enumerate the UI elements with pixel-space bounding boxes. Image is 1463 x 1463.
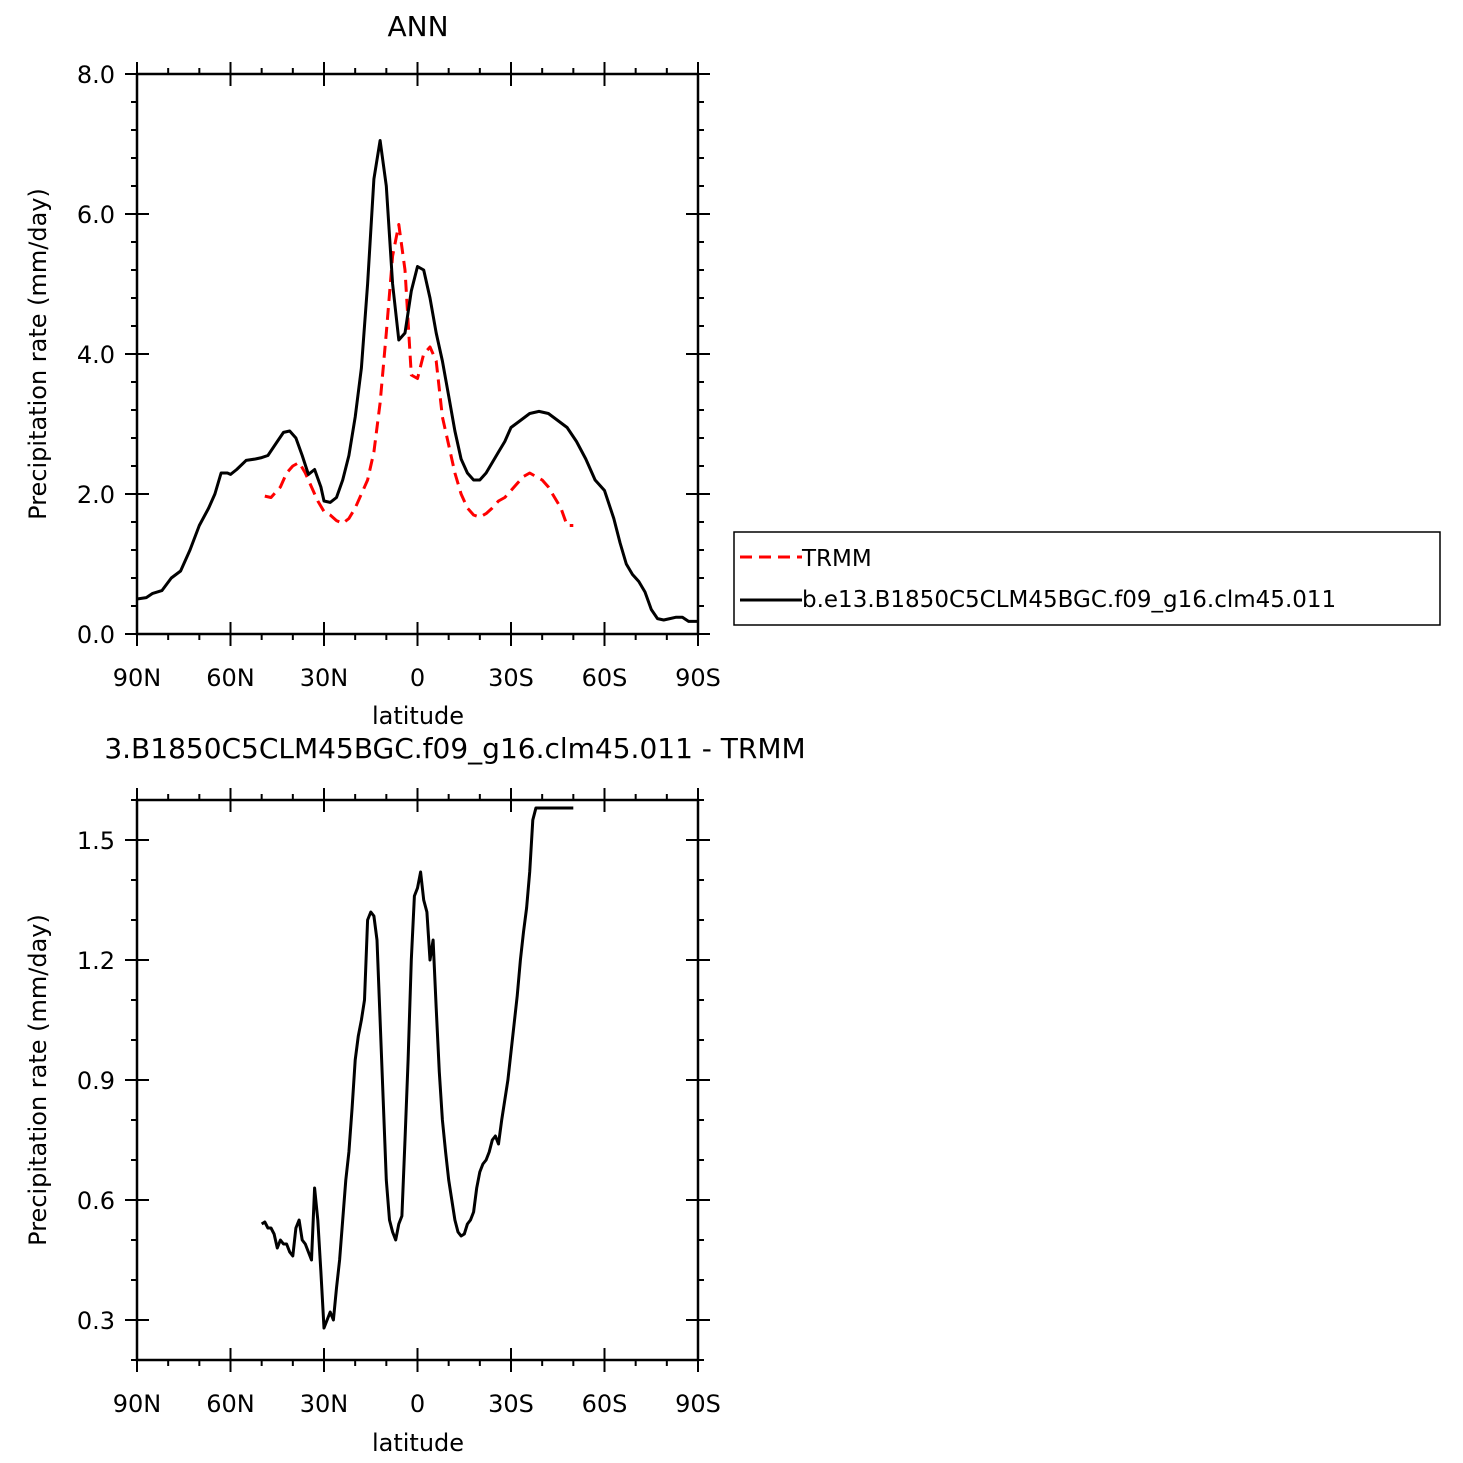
x-tick-label: 60S [582,1390,628,1418]
y-tick-label: 1.2 [77,947,115,975]
series-line-trmm [264,223,574,527]
top-x-axis-label: latitude [372,702,464,730]
bottom-series-lines [260,806,574,1330]
x-tick-label: 90N [113,664,162,692]
x-tick-label: 30N [300,664,349,692]
y-tick-label: 4.0 [77,341,115,369]
y-tick-label: 0.3 [77,1307,115,1335]
legend-box [733,531,1441,626]
x-tick-label: 90S [675,1390,721,1418]
x-tick-label: 90N [113,1390,162,1418]
y-tick-label: 2.0 [77,481,115,509]
y-tick-label: 0.9 [77,1067,115,1095]
top-series-lines [136,139,698,623]
x-tick-label: 30S [488,664,534,692]
y-tick-label: 0.0 [77,621,115,649]
bottom-y-tick-labels: 0.3 0.6 0.9 1.2 1.5 [77,827,115,1335]
x-tick-label: 0 [410,1390,425,1418]
bottom-axis-ticks [125,788,710,1372]
series-line-difference [260,806,574,1330]
bottom-x-tick-labels: 90N 60N 30N 0 30S 60S 90S [113,1390,721,1418]
top-x-tick-labels: 90N 60N 30N 0 30S 60S 90S [113,664,721,692]
bottom-chart-title: 3.B1850C5CLM45BGC.f09_g16.clm45.011 - TR… [104,732,805,765]
y-tick-label: 1.5 [77,827,115,855]
top-y-axis-label: Precipitation rate (mm/day) [24,188,52,520]
x-tick-label: 90S [675,664,721,692]
x-tick-label: 60S [582,664,628,692]
bottom-x-axis-label: latitude [372,1429,464,1457]
top-chart-panel: ANN 0.02.04.06.08.0 90N 60N 30N 0 30S 60S 90S … [24,10,721,730]
legend-label-model: b.e13.B1850C5CLM45BGC.f09_g16.clm45.011 [802,587,1336,613]
top-plot-frame [135,72,700,636]
top-chart-title: ANN [387,10,448,43]
x-tick-label: 60N [206,664,255,692]
x-tick-label: 30S [488,1390,534,1418]
top-axis-ticks [125,62,710,646]
y-tick-label: 6.0 [77,201,115,229]
y-tick-label: 8.0 [77,61,115,89]
x-tick-label: 0 [410,664,425,692]
x-tick-label: 30N [300,1390,349,1418]
series-line-model [136,139,698,623]
legend: TRMM b.e13.B1850C5CLM45BGC.f09_g16.clm45… [733,531,1441,626]
x-tick-label: 60N [206,1390,255,1418]
bottom-y-axis-label: Precipitation rate (mm/day) [24,914,52,1246]
top-y-tick-labels: 0.0 2.0 4.0 6.0 8.0 [77,61,115,649]
y-tick-label: 0.6 [77,1187,115,1215]
bottom-chart-panel: 3.B1850C5CLM45BGC.f09_g16.clm45.011 - TR… [24,732,806,1457]
legend-label-trmm: TRMM [801,546,872,572]
